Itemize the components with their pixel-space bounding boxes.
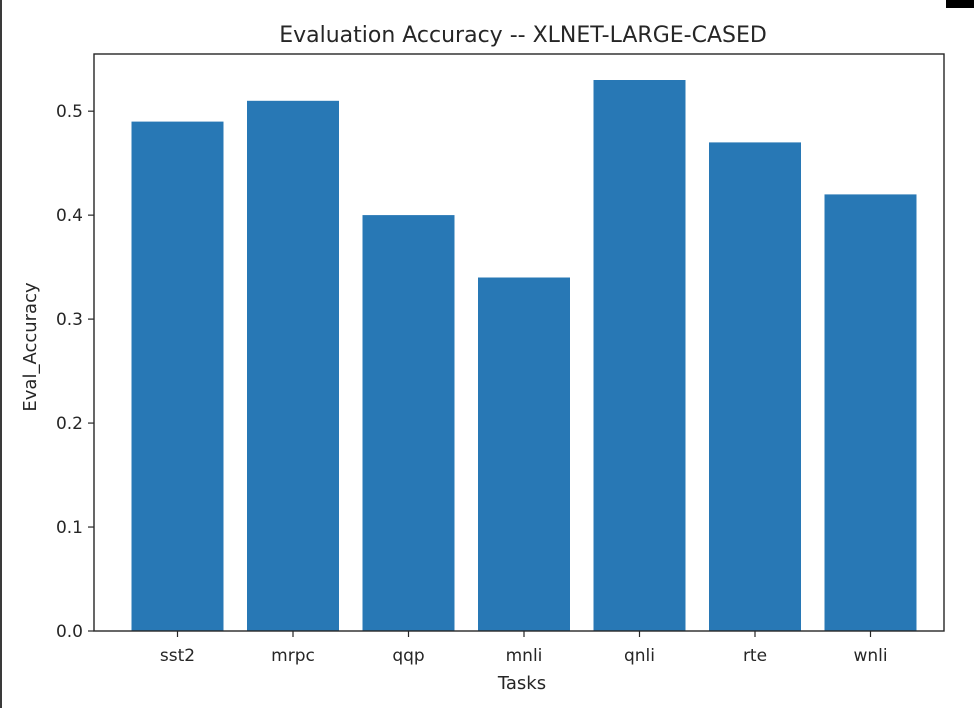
bar-rte (709, 142, 801, 631)
chart-title: Evaluation Accuracy -- XLNET-LARGE-CASED (279, 23, 767, 48)
x-tick-label-qqp: qqp (392, 646, 424, 666)
bar-qnli (593, 80, 686, 631)
y-axis-label: Eval_Accuracy (20, 282, 41, 412)
x-tick-label-rte: rte (743, 646, 767, 666)
x-tick-label-mrpc: mrpc (271, 646, 315, 666)
bar-wnli (824, 194, 917, 631)
x-axis: sst2 mrpc qqp mnli qnli rte wnli (160, 631, 888, 666)
bar-mrpc (247, 100, 339, 632)
y-tick-label-0.1: 0.1 (56, 518, 83, 538)
y-tick-label-0.2: 0.2 (56, 414, 83, 434)
y-tick-label-0.0: 0.0 (56, 622, 83, 642)
x-tick-label-mnli: mnli (506, 646, 543, 666)
bars-group (131, 80, 917, 632)
plot-frame (93, 53, 945, 632)
bar-sst2 (131, 121, 224, 631)
y-tick-label-0.4: 0.4 (56, 206, 83, 226)
x-axis-label: Tasks (497, 673, 546, 694)
x-tick-label-wnli: wnli (853, 646, 887, 666)
bar-qqp (362, 215, 455, 631)
x-tick-label-sst2: sst2 (160, 646, 195, 666)
x-tick-label-qnli: qnli (624, 646, 655, 666)
y-tick-label-0.3: 0.3 (56, 310, 83, 330)
y-tick-label-0.5: 0.5 (56, 102, 83, 122)
window-left-edge (0, 0, 2, 708)
bar-mnli (478, 277, 570, 631)
y-axis: 0.0 0.1 0.2 0.3 0.4 0.5 (56, 102, 94, 642)
window-corner-tab (946, 0, 974, 8)
